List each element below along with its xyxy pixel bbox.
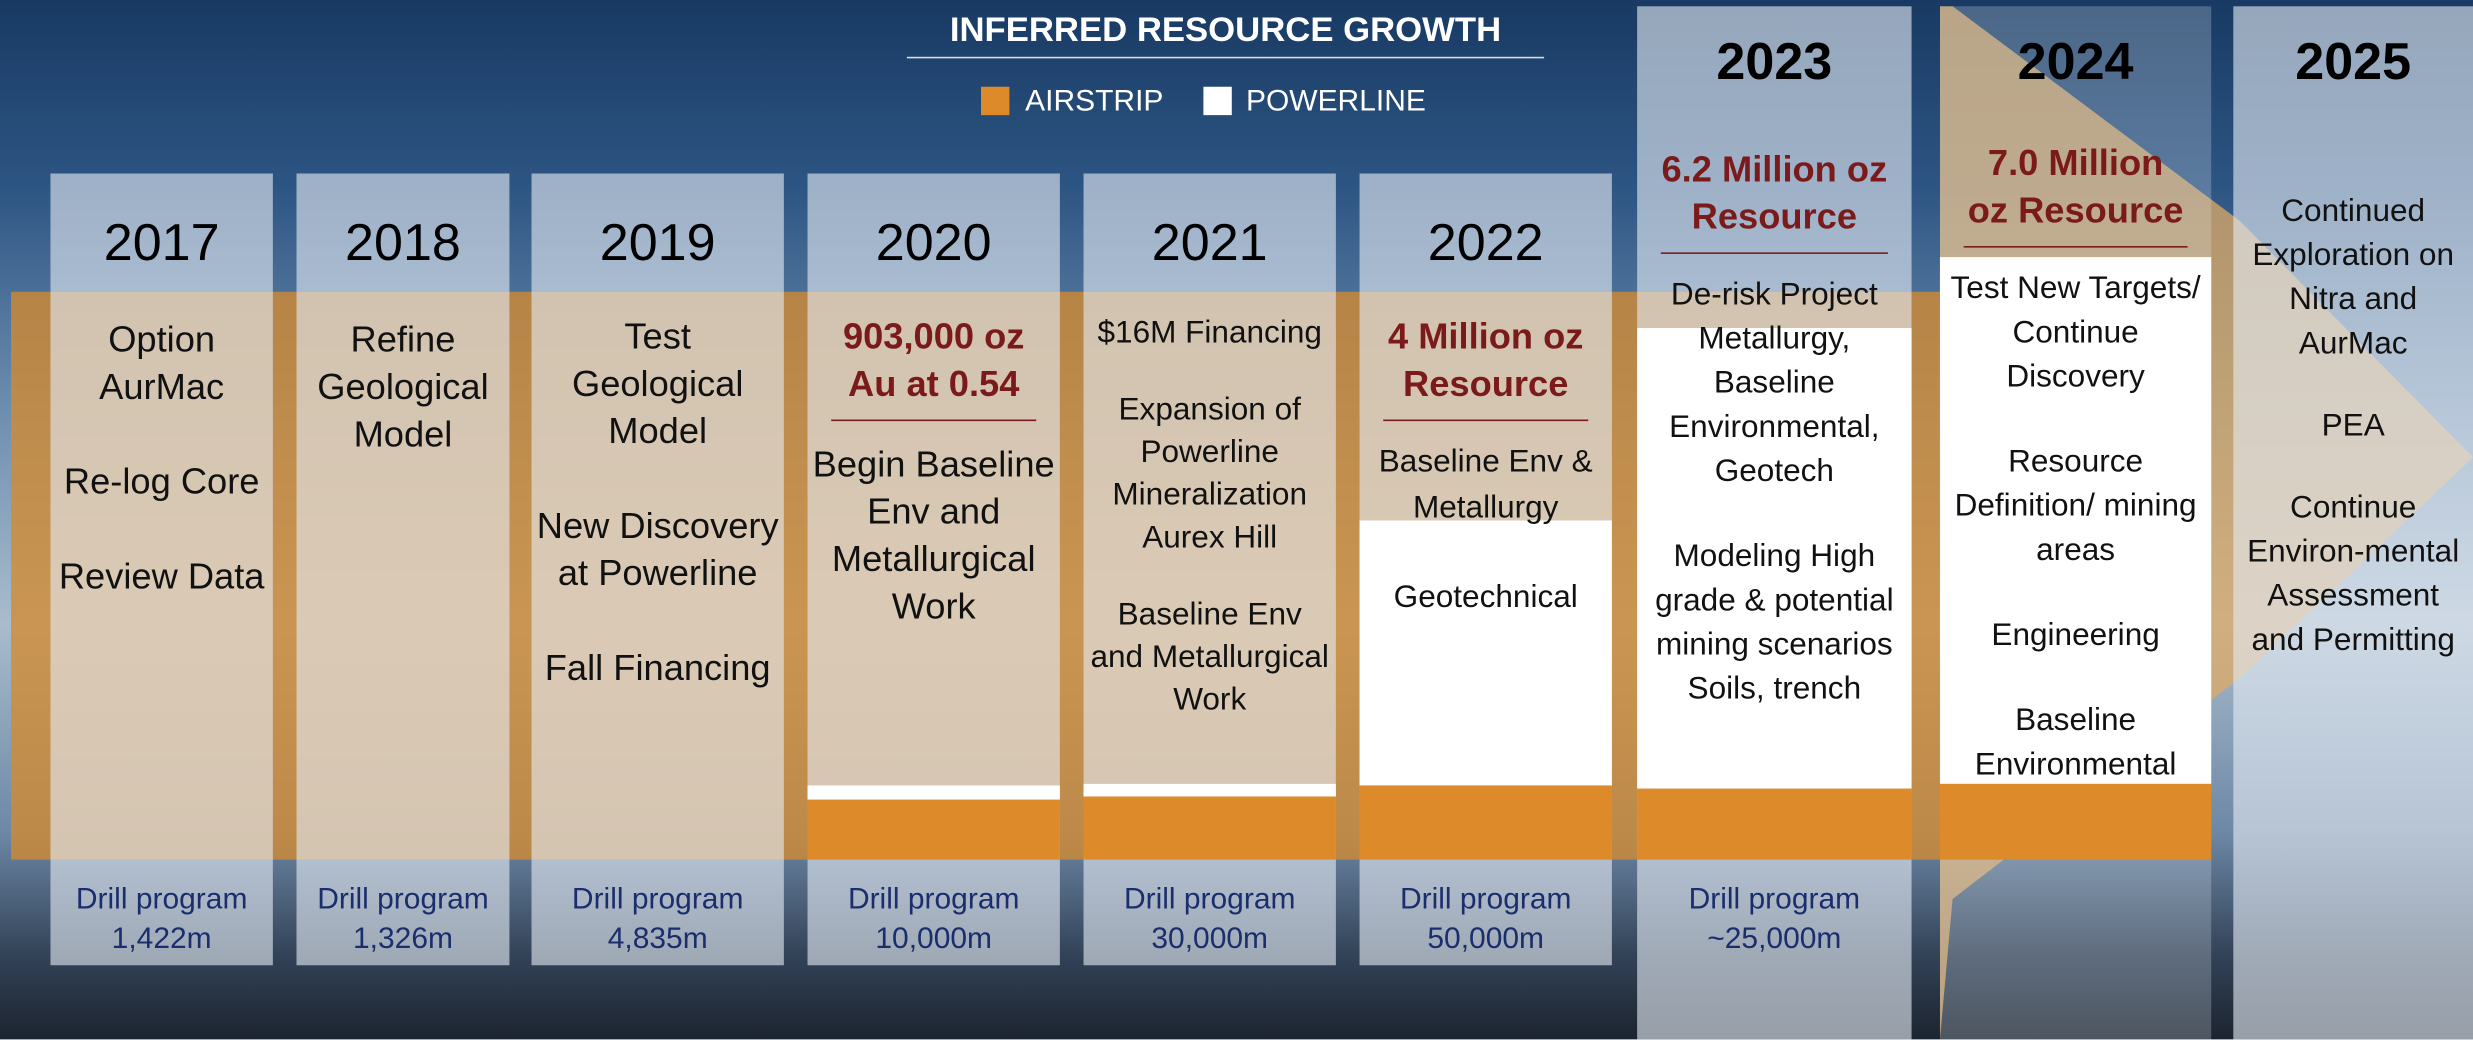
milestone: New Discovery at Powerline <box>536 502 779 597</box>
drill-line: ~25,000m <box>1637 920 1911 959</box>
resource-highlight: 7.0 Million oz Resource <box>1964 139 2188 248</box>
content: 4 Million oz Resource Baseline Env & Meta… <box>1364 312 1607 665</box>
drill-line: Drill program <box>297 880 510 919</box>
drill-line: Drill program <box>1637 880 1911 919</box>
year: 2021 <box>1084 213 1336 273</box>
content: Continued Exploration on Nitra and AurMa… <box>2238 189 2468 700</box>
drill-line: Drill program <box>50 880 272 919</box>
airstrip-bar <box>1084 796 1336 859</box>
drill-line: 30,000m <box>1084 920 1336 959</box>
milestone: Modeling High grade & potential mining s… <box>1642 535 1907 712</box>
milestone: Continue Environ-mental Assessment and P… <box>2238 486 2468 663</box>
drill-line: 1,422m <box>50 920 272 959</box>
milestone: $16M Financing <box>1088 312 1331 355</box>
content: Test Geological Model New Discovery at Po… <box>536 312 779 738</box>
milestone: Continued Exploration on Nitra and AurMa… <box>2238 189 2468 366</box>
milestone: PEA <box>2238 404 2468 448</box>
milestone: Baseline Env and Metallurgical Work <box>1088 595 1331 723</box>
milestone: Re-log Core <box>55 457 268 504</box>
milestone: Baseline Environmental <box>1945 699 2207 787</box>
milestone: Option AurMac <box>55 315 268 410</box>
milestone: Test Geological Model <box>536 312 779 454</box>
milestone: Geotechnical <box>1364 576 1607 622</box>
year: 2025 <box>2233 32 2473 92</box>
year: 2018 <box>297 213 510 273</box>
year: 2022 <box>1360 213 1612 273</box>
drill-line: 50,000m <box>1360 920 1612 959</box>
content: Option AurMac Re-log Core Review Data <box>55 315 268 646</box>
resource-highlight: 903,000 oz Au at 0.54 <box>831 312 1036 421</box>
resource-highlight: 4 Million oz Resource <box>1383 312 1588 421</box>
milestone: Fall Financing <box>536 643 779 690</box>
drill-line: 1,326m <box>297 920 510 959</box>
legend-swatch <box>981 87 1009 115</box>
year: 2019 <box>532 213 784 273</box>
content: $16M Financing Expansion of Powerline Min… <box>1088 312 1331 757</box>
drill-line: Drill program <box>808 880 1060 919</box>
drill-line: Drill program <box>1360 880 1612 919</box>
legend-swatch <box>1203 87 1231 115</box>
legend-label: POWERLINE <box>1246 85 1426 120</box>
milestone: Expansion of Powerline Mineralization Au… <box>1088 390 1331 560</box>
drill-program: Drill program~25,000m <box>1637 880 1911 959</box>
milestone: Metallurgy, Baseline Environmental, Geot… <box>1642 317 1907 494</box>
year: 2020 <box>808 213 1060 273</box>
drill-line: Drill program <box>1084 880 1336 919</box>
slide: INFERRED RESOURCE GROWTH AIRSTRIP POWERL… <box>0 0 2473 1040</box>
airstrip-bar <box>808 800 1060 860</box>
year: 2024 <box>1940 32 2211 92</box>
drill-line: 4,835m <box>532 920 784 959</box>
milestone: Engineering <box>1945 614 2207 658</box>
airstrip-bar <box>1360 785 1612 859</box>
content: 7.0 Million oz Resource Test New Targets/… <box>1945 139 2207 828</box>
milestone: De-risk Project <box>1642 273 1907 317</box>
resource-highlight: 6.2 Million oz Resource <box>1661 145 1888 254</box>
airstrip-bar <box>1637 789 1911 860</box>
drill-line: 10,000m <box>808 920 1060 959</box>
powerline-bar <box>1084 784 1336 797</box>
milestone: Begin Baseline Env and Metallurgical Wor… <box>812 440 1055 629</box>
stage: INFERRED RESOURCE GROWTH AIRSTRIP POWERL… <box>0 0 2473 1039</box>
year: 2023 <box>1637 32 1911 92</box>
milestone: Baseline Env & Metallurgy <box>1364 440 1607 531</box>
legend-label: AIRSTRIP <box>1025 85 1163 120</box>
year: 2017 <box>50 213 272 273</box>
milestone: Resource Definition/ mining areas <box>1945 440 2207 572</box>
title: INFERRED RESOURCE GROWTH <box>907 9 1544 58</box>
milestone: Review Data <box>55 552 268 599</box>
powerline-bar <box>808 785 1060 799</box>
content: 903,000 oz Au at 0.54 Begin Baseline Env … <box>812 312 1055 667</box>
column <box>297 173 510 965</box>
milestone: Refine Geological Model <box>301 315 504 457</box>
drill-line: Drill program <box>532 880 784 919</box>
content: Refine Geological Model <box>301 315 504 504</box>
milestone: Test New Targets/ Continue Discovery <box>1945 267 2207 399</box>
